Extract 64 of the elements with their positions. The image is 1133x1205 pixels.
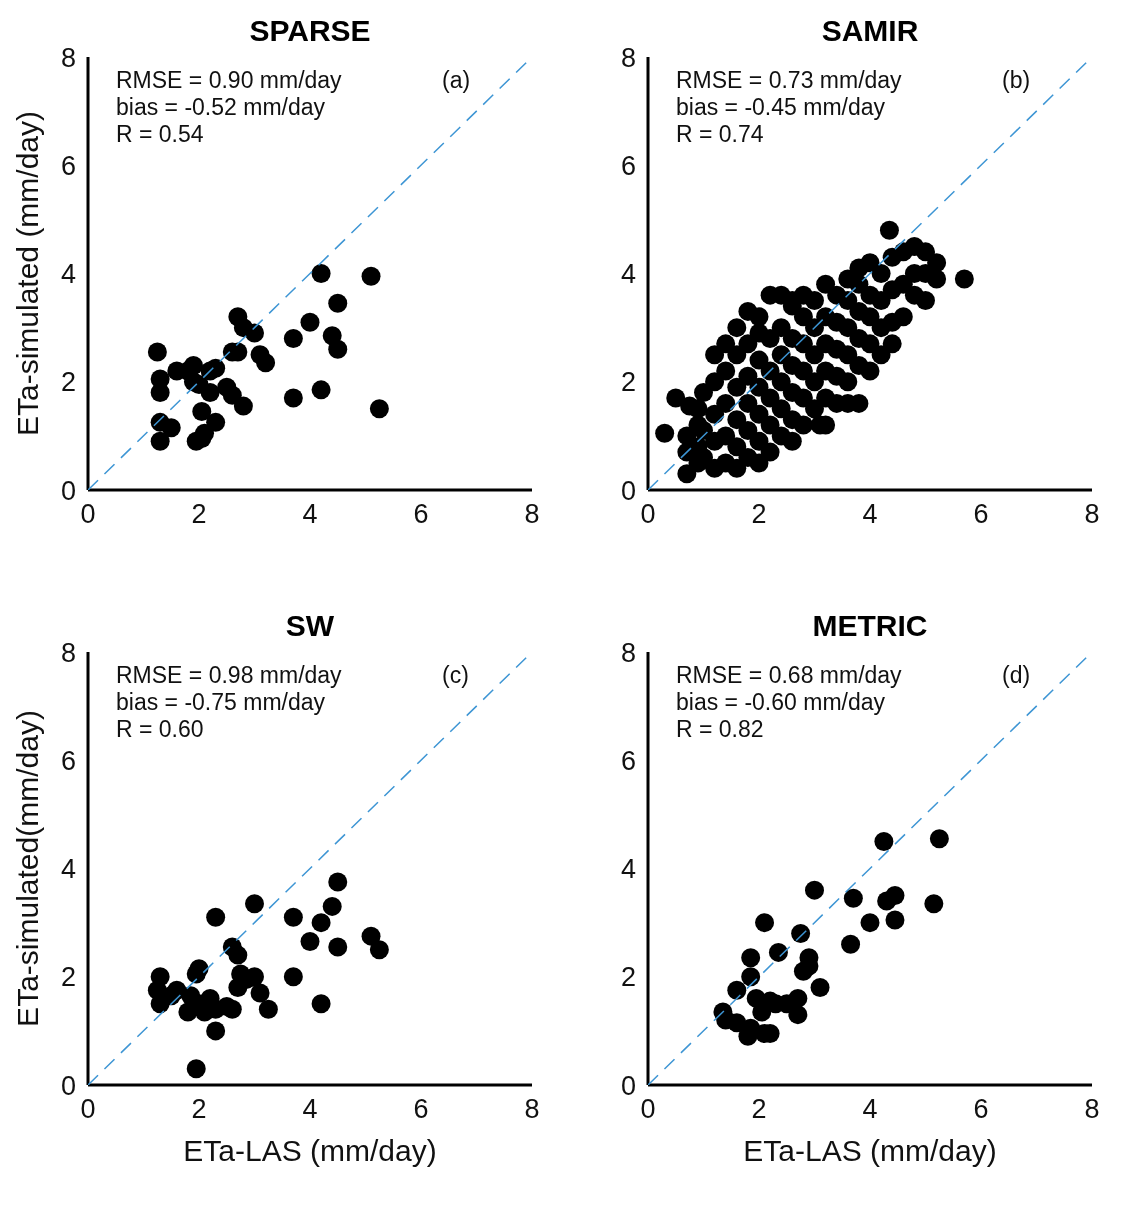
x-axis-title: ETa-LAS (mm/day) (743, 1134, 997, 1167)
annotation: bias = -0.52 mm/day (116, 94, 326, 121)
chart-title: SAMIR (820, 14, 920, 48)
x-tick-label: 6 (413, 499, 429, 530)
x-tick-label: 4 (862, 1094, 878, 1125)
y-tick-label: 0 (60, 1070, 76, 1101)
y-tick-label: 0 (60, 475, 76, 506)
y-axis-title: ETa-simulated (mm/day) (11, 110, 44, 437)
x-tick-label: 8 (524, 499, 540, 530)
x-tick-label: 4 (302, 1094, 318, 1125)
y-tick-label: 4 (620, 854, 636, 885)
y-tick-label: 2 (60, 962, 76, 993)
y-tick-label: 8 (60, 637, 76, 668)
x-tick-label: 6 (973, 499, 989, 530)
y-tick-label: 6 (60, 150, 76, 181)
annotation: bias = -0.45 mm/day (676, 94, 886, 121)
y-tick-label: 6 (620, 150, 636, 181)
x-tick-label: 4 (302, 499, 318, 530)
y-tick-label: 4 (60, 259, 76, 290)
x-tick-label: 0 (640, 1094, 656, 1125)
annotation: RMSE = 0.90 mm/day (116, 67, 342, 94)
annotation: (d) (1002, 662, 1031, 689)
y-tick-label: 4 (60, 854, 76, 885)
x-tick-label: 8 (1084, 1094, 1100, 1125)
y-tick-label: 4 (620, 259, 636, 290)
annotation: RMSE = 0.73 mm/day (676, 67, 902, 94)
x-tick-label: 8 (1084, 499, 1100, 530)
y-tick-label: 0 (620, 475, 636, 506)
x-tick-label: 2 (751, 499, 767, 530)
annotation: (a) (442, 67, 471, 94)
x-tick-label: 2 (751, 1094, 767, 1125)
y-tick-label: 6 (620, 745, 636, 776)
x-tick-label: 4 (862, 499, 878, 530)
annotation: R = 0.54 (116, 121, 205, 148)
x-tick-label: 8 (524, 1094, 540, 1125)
chart-title: METRIC (811, 609, 929, 643)
annotation: R = 0.82 (676, 716, 765, 743)
y-tick-label: 8 (620, 637, 636, 668)
annotation: bias = -0.60 mm/day (676, 689, 886, 716)
x-tick-label: 0 (640, 499, 656, 530)
annotation: (b) (1002, 67, 1031, 94)
x-tick-label: 0 (80, 1094, 96, 1125)
x-tick-label: 0 (80, 499, 96, 530)
y-tick-label: 2 (620, 962, 636, 993)
y-tick-label: 0 (620, 1070, 636, 1101)
y-tick-label: 6 (60, 745, 76, 776)
annotation: R = 0.74 (676, 121, 765, 148)
x-tick-label: 2 (191, 499, 207, 530)
chart-title: SW (284, 609, 336, 643)
x-tick-label: 6 (413, 1094, 429, 1125)
annotation: bias = -0.75 mm/day (116, 689, 326, 716)
x-axis-title: ETa-LAS (mm/day) (183, 1134, 437, 1167)
y-tick-label: 8 (620, 42, 636, 73)
annotation: (c) (442, 662, 469, 689)
annotation: R = 0.60 (116, 716, 205, 743)
annotation: RMSE = 0.68 mm/day (676, 662, 902, 689)
x-tick-label: 2 (191, 1094, 207, 1125)
annotation: RMSE = 0.98 mm/day (116, 662, 342, 689)
chart-title: SPARSE (248, 14, 372, 48)
y-tick-label: 2 (620, 367, 636, 398)
x-tick-label: 6 (973, 1094, 989, 1125)
y-axis-title: ETa-simulated(mm/day) (11, 710, 44, 1027)
y-tick-label: 8 (60, 42, 76, 73)
y-tick-label: 2 (60, 367, 76, 398)
